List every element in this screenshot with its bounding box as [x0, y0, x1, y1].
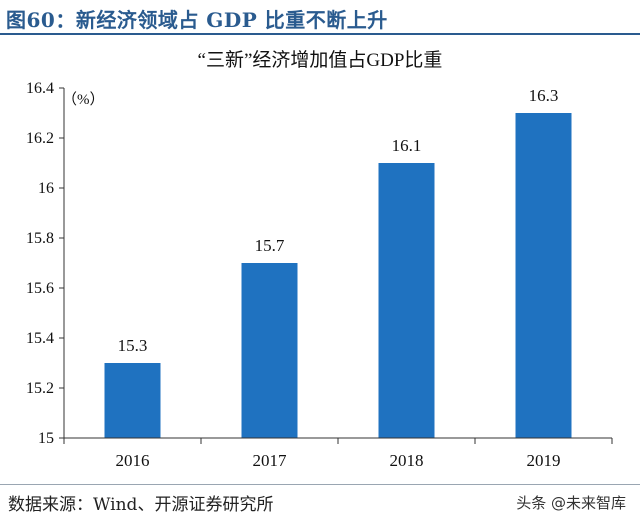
data-label-2016: 15.3	[118, 336, 148, 355]
y-tick-label: 15.8	[26, 230, 54, 247]
x-tick-label: 2018	[390, 451, 424, 470]
footer-divider	[0, 484, 640, 485]
bar-series: 15.3 15.7 16.1 16.3	[104, 86, 572, 438]
header-divider	[0, 33, 640, 35]
chart-title: “三新”经济增加值占GDP比重	[198, 49, 443, 71]
watermark: 头条 @未来智库	[516, 494, 626, 512]
bar-2018	[378, 163, 435, 438]
x-axis: 2016 2017 2018 2019	[63, 437, 613, 470]
y-tick-label: 15.2	[26, 380, 54, 397]
y-tick-label: 15.4	[26, 330, 54, 347]
y-tick-label: 16.4	[26, 80, 54, 97]
y-axis: 15 15.2 15.4 15.6 15.8 16 16.2 16.4	[26, 80, 65, 447]
x-tick-label: 2019	[527, 451, 561, 470]
figure-header: 图60：新经济领域占 GDP 比重不断上升	[0, 0, 640, 36]
bar-chart: “三新”经济增加值占GDP比重 （%） 15 15.2 15.4 15.6 15.8 16…	[26, 49, 613, 470]
data-label-2017: 15.7	[255, 236, 285, 255]
y-unit-label: （%）	[62, 91, 105, 108]
figure-title: 图60：新经济领域占 GDP 比重不断上升	[6, 8, 388, 32]
bar-2019	[515, 113, 572, 438]
y-tick-label: 15	[38, 430, 54, 447]
y-tick-label: 16.2	[26, 130, 54, 147]
y-tick-label: 16	[38, 180, 54, 197]
y-tick-label: 15.6	[26, 280, 54, 297]
bar-2017	[241, 263, 298, 438]
x-tick-label: 2017	[253, 451, 288, 470]
source-note: 数据来源：Wind、开源证券研究所	[8, 495, 274, 515]
bar-2016	[104, 363, 161, 438]
chart-area: “三新”经济增加值占GDP比重 （%） 15 15.2 15.4 15.6 15.8 16…	[0, 40, 640, 480]
data-label-2019: 16.3	[529, 86, 559, 105]
x-tick-label: 2016	[116, 451, 150, 470]
data-label-2018: 16.1	[392, 136, 422, 155]
